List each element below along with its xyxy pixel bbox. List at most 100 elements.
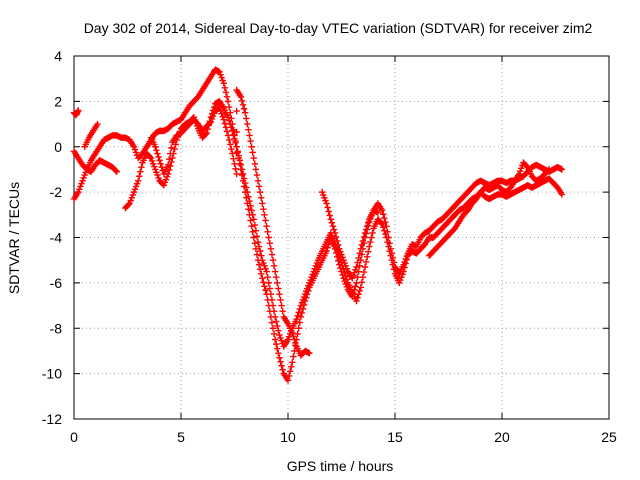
data-point bbox=[75, 107, 82, 114]
data-point bbox=[325, 208, 332, 215]
data-point bbox=[288, 363, 295, 371]
data-point bbox=[76, 186, 83, 193]
data-point bbox=[242, 109, 249, 116]
data-point bbox=[276, 354, 283, 361]
data-point bbox=[158, 163, 165, 171]
data-point bbox=[222, 89, 230, 96]
data-point bbox=[276, 331, 283, 339]
data-point bbox=[290, 332, 297, 340]
data-point bbox=[328, 232, 336, 239]
data-point bbox=[251, 239, 259, 247]
data-point bbox=[222, 124, 230, 131]
data-point bbox=[292, 339, 299, 347]
data-point bbox=[78, 180, 85, 187]
data-point bbox=[238, 171, 246, 179]
data-point bbox=[267, 291, 275, 298]
data-point bbox=[216, 104, 223, 112]
data-point bbox=[558, 166, 566, 173]
data-point bbox=[269, 302, 277, 309]
data-point bbox=[259, 256, 266, 264]
data-point bbox=[266, 285, 274, 292]
y-tick-label: -6 bbox=[50, 275, 63, 291]
data-point bbox=[218, 110, 225, 118]
data-point bbox=[367, 238, 374, 246]
data-point bbox=[218, 74, 225, 81]
data-point bbox=[361, 229, 369, 237]
data-point bbox=[341, 259, 348, 267]
data-point bbox=[146, 153, 154, 161]
data-point bbox=[378, 207, 386, 214]
data-point bbox=[301, 291, 309, 298]
data-point bbox=[207, 118, 215, 125]
data-point bbox=[249, 228, 256, 236]
data-point bbox=[247, 217, 254, 224]
data-point bbox=[216, 68, 223, 76]
data-point bbox=[225, 136, 233, 144]
data-point bbox=[329, 235, 337, 242]
data-point bbox=[275, 285, 282, 292]
data-point bbox=[338, 251, 345, 258]
y-tick-label: -4 bbox=[50, 230, 63, 246]
data-point bbox=[365, 219, 372, 226]
data-point bbox=[156, 157, 163, 164]
data-point bbox=[326, 212, 333, 219]
data-point bbox=[353, 279, 360, 287]
data-point bbox=[295, 309, 302, 316]
data-point bbox=[380, 224, 387, 231]
data-point bbox=[248, 222, 255, 230]
data-point bbox=[131, 146, 139, 153]
data-point bbox=[210, 110, 218, 117]
data-point bbox=[369, 229, 376, 237]
data-point bbox=[361, 263, 369, 271]
data-point bbox=[245, 193, 252, 200]
data-point bbox=[259, 275, 266, 282]
data-point bbox=[383, 222, 390, 230]
data-point bbox=[397, 276, 404, 284]
data-point bbox=[331, 229, 339, 237]
data-point bbox=[276, 291, 283, 298]
data-point bbox=[81, 171, 88, 179]
data-point bbox=[366, 243, 373, 250]
data-point bbox=[245, 126, 252, 133]
data-point bbox=[237, 161, 245, 169]
data-point bbox=[310, 268, 317, 275]
data-point bbox=[231, 160, 238, 167]
data-point bbox=[324, 204, 331, 211]
data-point bbox=[385, 243, 392, 250]
data-point bbox=[320, 191, 327, 199]
data-point bbox=[353, 297, 360, 305]
data-point bbox=[252, 245, 260, 253]
data-point bbox=[515, 170, 523, 178]
data-point bbox=[129, 191, 137, 199]
data-point bbox=[259, 200, 266, 207]
data-point bbox=[79, 177, 86, 184]
data-point bbox=[321, 194, 328, 201]
data-point bbox=[351, 269, 358, 276]
data-point bbox=[268, 296, 276, 304]
data-point bbox=[360, 268, 368, 276]
data-point bbox=[219, 77, 226, 84]
data-point bbox=[284, 377, 292, 384]
data-point bbox=[126, 200, 133, 207]
data-point bbox=[271, 336, 279, 343]
data-point bbox=[343, 276, 351, 283]
data-point bbox=[290, 353, 297, 360]
data-point bbox=[264, 228, 271, 236]
x-tick-label: 15 bbox=[387, 429, 403, 445]
data-point bbox=[256, 188, 264, 196]
data-point bbox=[225, 103, 233, 111]
data-point bbox=[544, 167, 552, 174]
plot-frame bbox=[73, 55, 610, 420]
x-tick-label: 20 bbox=[494, 429, 510, 445]
data-point bbox=[132, 149, 140, 156]
data-point bbox=[362, 226, 370, 233]
data-point bbox=[147, 154, 155, 162]
data-point bbox=[277, 358, 284, 365]
data-point bbox=[221, 120, 229, 127]
data-point bbox=[274, 322, 281, 330]
data-point bbox=[336, 245, 343, 253]
data-point bbox=[299, 296, 307, 304]
data-point bbox=[312, 262, 320, 270]
data-point bbox=[260, 205, 267, 213]
data-point bbox=[324, 244, 331, 251]
